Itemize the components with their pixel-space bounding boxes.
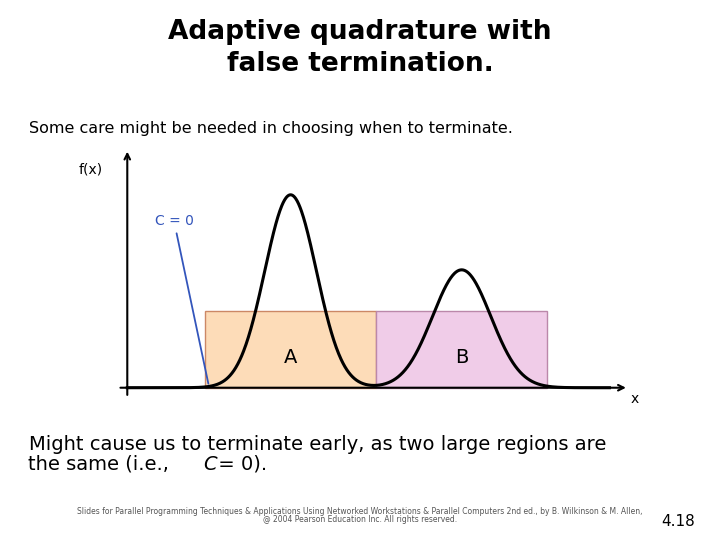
Text: C = 0: C = 0	[155, 214, 208, 384]
Text: 4.18: 4.18	[661, 514, 695, 529]
Text: Might cause us to terminate early, as two large regions are: Might cause us to terminate early, as tw…	[29, 435, 606, 454]
Text: C: C	[203, 455, 217, 474]
Text: A: A	[284, 348, 297, 367]
Text: @ 2004 Pearson Education Inc. All rights reserved.: @ 2004 Pearson Education Inc. All rights…	[263, 515, 457, 524]
Text: Some care might be needed in choosing when to terminate.: Some care might be needed in choosing wh…	[29, 122, 513, 137]
Text: x: x	[630, 393, 639, 406]
Text: = 0).: = 0).	[212, 455, 267, 474]
Text: B: B	[455, 348, 469, 367]
Text: f(x): f(x)	[79, 163, 103, 177]
Polygon shape	[205, 310, 376, 388]
Text: Adaptive quadrature with
false termination.: Adaptive quadrature with false terminati…	[168, 19, 552, 77]
Text: the same (i.e.,: the same (i.e.,	[28, 455, 175, 474]
Text: Slides for Parallel Programming Techniques & Applications Using Networked Workst: Slides for Parallel Programming Techniqu…	[77, 507, 643, 516]
Polygon shape	[376, 310, 547, 388]
